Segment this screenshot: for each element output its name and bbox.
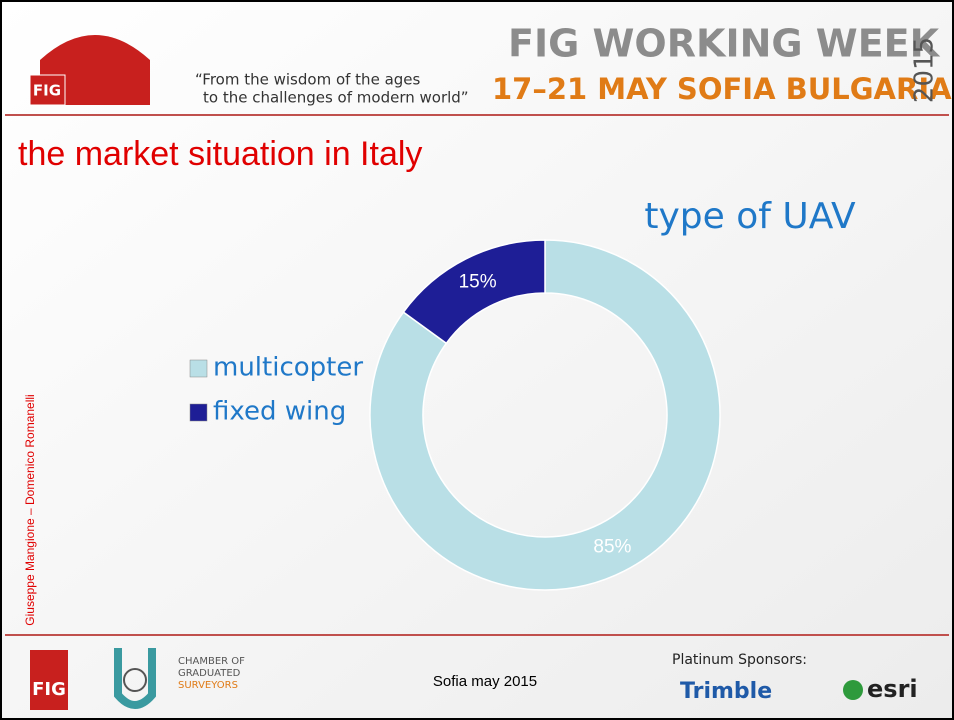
footer-date: Sofia may 2015 — [433, 673, 537, 690]
sponsors-label: Platinum Sponsors: — [672, 652, 807, 668]
fig-logo — [30, 650, 68, 710]
event-name: FIG WORKING WEEK — [508, 22, 941, 66]
chamber-logo — [114, 648, 156, 709]
donut-segment — [369, 239, 721, 591]
header: FIG “From the wisdom of the ages to the … — [5, 22, 952, 116]
chart: 85% 15% multicopter fixed wing — [189, 239, 721, 591]
sponsor-trimble: Trimble — [680, 679, 772, 704]
donut-segment — [402, 239, 546, 345]
legend-swatch — [189, 403, 208, 422]
authors: Giuseppe Mangione – Domenico Romanelli — [23, 394, 37, 625]
esri-globe — [843, 680, 863, 700]
chamber-globe — [123, 668, 147, 692]
logo-box — [29, 74, 66, 106]
quote: to the challenges of modern world” — [203, 89, 469, 107]
logo-text: FIG — [33, 82, 61, 100]
chart-title: type of UAV — [644, 196, 856, 237]
fig-logo-text: FIG — [32, 679, 66, 700]
event-year: 2015 — [910, 37, 940, 103]
chamber-text: GRADUATED — [178, 668, 241, 679]
sponsor-esri: esri — [867, 675, 918, 703]
data-label: 85% — [593, 536, 631, 557]
legend-swatch — [189, 359, 208, 378]
chamber-text: CHAMBER OF — [178, 656, 245, 667]
legend-label: fixed wing — [213, 397, 346, 427]
event-dates: 17–21 MAY SOFIA BULGARIA — [492, 72, 952, 106]
legend-label: multicopter — [213, 353, 363, 383]
data-label: 15% — [459, 272, 497, 293]
slide-title: the market situation in Italy — [18, 135, 422, 173]
quote: “From the wisdom of the ages — [195, 71, 421, 89]
logo-building — [40, 35, 150, 105]
chamber-text: SURVEYORS — [178, 680, 238, 691]
footer: FIG CHAMBER OF GRADUATED SURVEYORS Sofia… — [5, 634, 949, 710]
